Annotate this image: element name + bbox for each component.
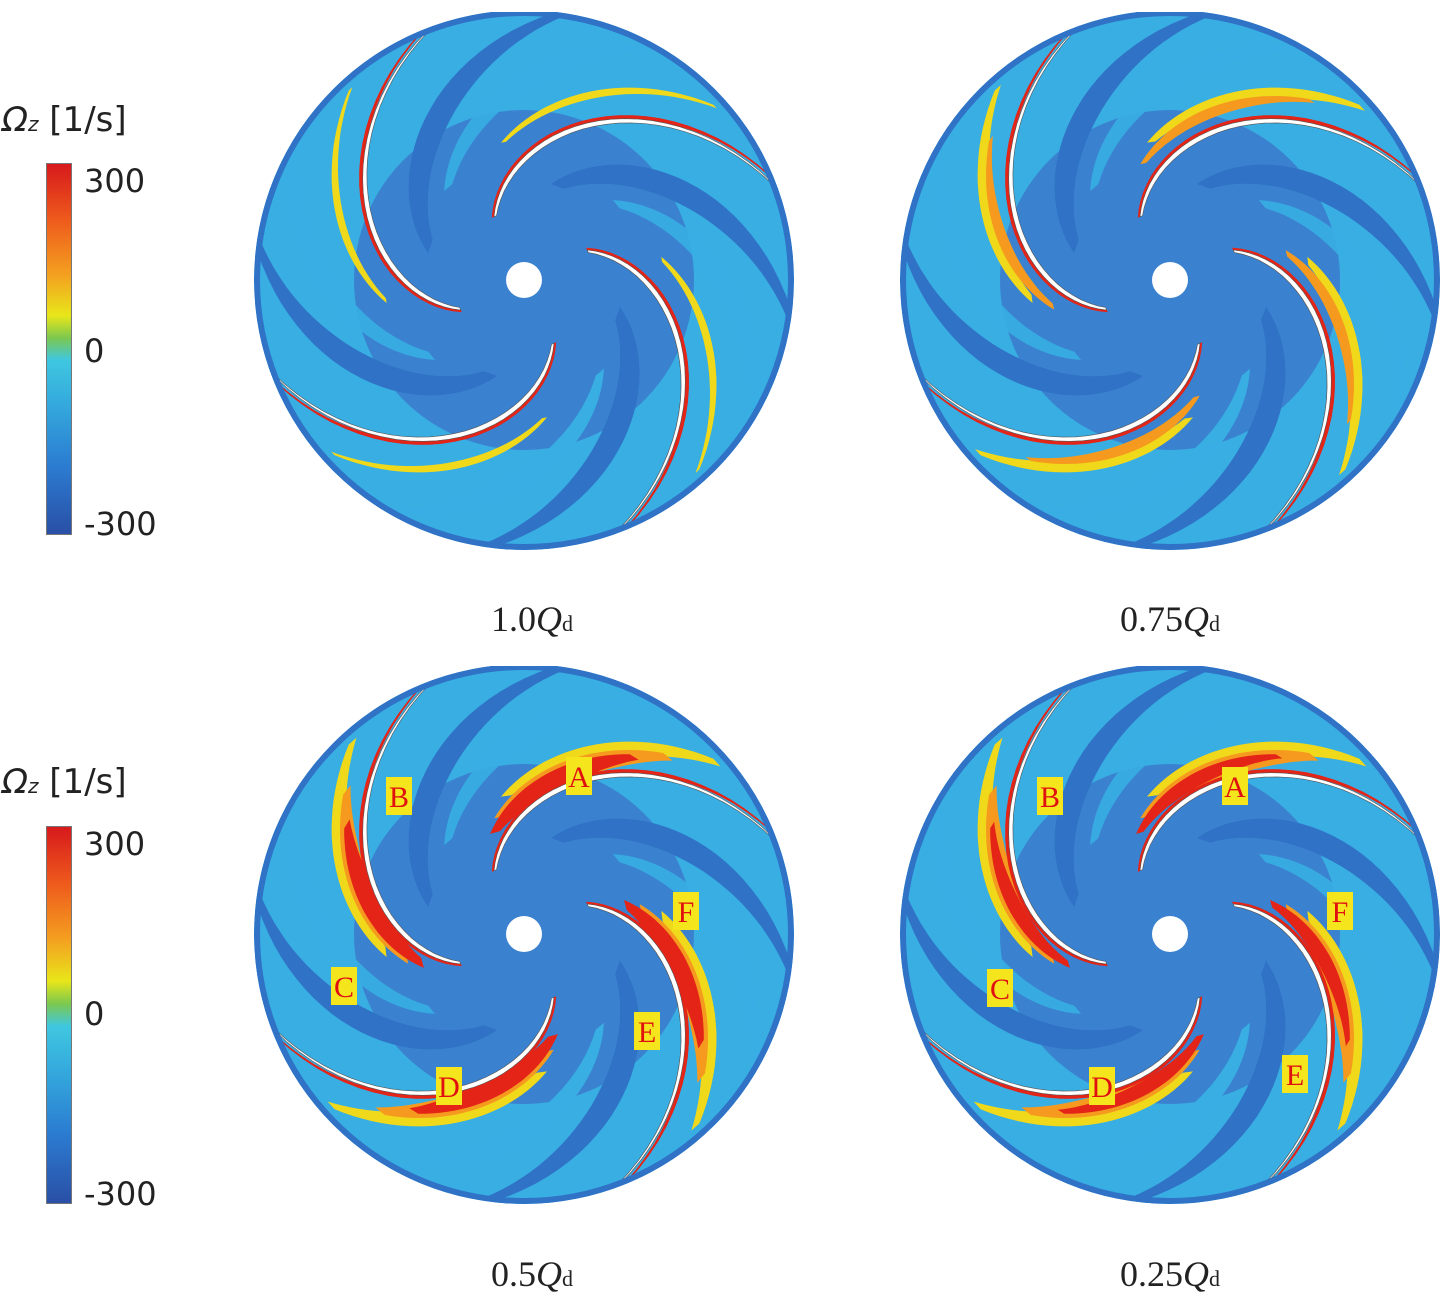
svg-text:F: F <box>1332 896 1349 929</box>
region-label-e: E <box>634 1012 660 1050</box>
dark-vorticity-band <box>481 307 640 547</box>
region-label-f: F <box>1327 892 1353 930</box>
tick-label-zero: 0 <box>84 332 105 370</box>
legend-title: Ωz [1/s] <box>2 762 127 802</box>
high-vorticity-core <box>344 819 424 968</box>
region-label-d: D <box>1089 1067 1115 1105</box>
high-vorticity-core <box>1057 1034 1204 1114</box>
light-vorticity-band <box>934 141 1082 360</box>
tick-label-max: 300 <box>84 825 146 863</box>
light-vorticity-band <box>385 368 604 516</box>
light-vorticity-band <box>1090 698 1309 846</box>
light-vorticity-band <box>1031 1022 1250 1170</box>
region-label-e: E <box>1282 1055 1308 1093</box>
impeller-contour-0-75 <box>900 12 1440 550</box>
region-label-a: A <box>566 757 592 795</box>
svg-text:D: D <box>1091 1071 1113 1104</box>
hub-hole <box>1152 262 1188 298</box>
dark-vorticity-band <box>903 237 1143 396</box>
svg-text:F: F <box>678 896 695 929</box>
caption-1-0: 1.0Qd <box>491 599 573 639</box>
orange-vorticity-streak <box>1140 96 1315 165</box>
legend-title: Ωz [1/s] <box>2 100 127 140</box>
svg-text:C: C <box>990 973 1010 1006</box>
region-label-a: A <box>1222 767 1248 805</box>
region-label-c: C <box>331 967 357 1005</box>
region-label-d: D <box>436 1067 462 1105</box>
caption-0-25: 0.25Qd <box>1120 1254 1220 1294</box>
orange-vorticity-streak <box>1285 250 1354 425</box>
positive-vorticity-streak <box>661 257 717 473</box>
high-vorticity-core <box>490 754 639 834</box>
high-vorticity-core <box>990 821 1070 968</box>
svg-text:B: B <box>389 781 409 814</box>
color-bar <box>46 826 72 1204</box>
svg-text:E: E <box>638 1016 656 1049</box>
dark-vorticity-band <box>1127 961 1286 1201</box>
region-label-f: F <box>673 892 699 930</box>
tick-label-min: -300 <box>84 505 157 543</box>
impeller-contour-0-5: A B C D E F <box>254 666 794 1204</box>
orange-vorticity-streak <box>986 135 1055 310</box>
positive-vorticity-streak <box>331 87 387 303</box>
tick-label-max: 300 <box>84 162 146 200</box>
light-vorticity-band <box>1031 368 1250 516</box>
caption-0-75: 0.75Qd <box>1120 599 1220 639</box>
dark-vorticity-band <box>551 818 791 977</box>
high-vorticity-core <box>1270 900 1350 1047</box>
light-vorticity-band <box>444 698 663 846</box>
svg-text:C: C <box>334 971 354 1004</box>
positive-vorticity-streak <box>331 417 547 473</box>
outer-rim <box>900 12 1440 550</box>
impeller-contour-1-0 <box>254 12 794 550</box>
high-vorticity-core <box>624 900 704 1049</box>
light-vorticity-band <box>1258 200 1406 419</box>
dark-vorticity-band <box>1054 667 1213 907</box>
dark-vorticity-band <box>408 667 567 907</box>
dark-vorticity-band <box>408 13 567 253</box>
dark-vorticity-band <box>481 961 640 1201</box>
light-vorticity-band <box>288 795 436 1014</box>
light-vorticity-band <box>288 141 436 360</box>
high-vorticity-core <box>1136 754 1283 834</box>
light-vorticity-band <box>444 44 663 192</box>
color-bar <box>46 163 72 535</box>
light-vorticity-band <box>612 200 760 419</box>
hub-hole <box>506 262 542 298</box>
svg-text:E: E <box>1286 1059 1304 1092</box>
svg-text:A: A <box>568 761 590 794</box>
region-label-c: C <box>987 969 1013 1007</box>
positive-vorticity-streak <box>501 87 717 143</box>
dark-vorticity-band <box>257 891 497 1050</box>
region-label-b: B <box>1037 777 1063 815</box>
tick-label-min: -300 <box>84 1175 157 1213</box>
dark-vorticity-band <box>1197 818 1437 977</box>
dark-vorticity-band <box>1054 13 1213 253</box>
hub-hole <box>1152 916 1188 952</box>
outer-rim <box>254 666 794 1204</box>
svg-text:D: D <box>438 1071 460 1104</box>
dark-vorticity-band <box>1197 164 1437 323</box>
light-vorticity-band <box>385 1022 604 1170</box>
orange-vorticity-streak <box>1025 395 1200 464</box>
outer-rim <box>254 12 794 550</box>
high-vorticity-core <box>409 1034 558 1114</box>
outer-rim <box>900 666 1440 1204</box>
caption-0-5: 0.5Qd <box>491 1254 573 1294</box>
svg-text:B: B <box>1040 781 1060 814</box>
tick-label-zero: 0 <box>84 995 105 1033</box>
dark-vorticity-band <box>903 891 1143 1050</box>
hub-hole <box>506 916 542 952</box>
dark-vorticity-band <box>257 237 497 396</box>
svg-text:A: A <box>1224 771 1246 804</box>
dark-vorticity-band <box>1127 307 1286 547</box>
impeller-contour-0-25: A B C D E F <box>900 666 1440 1204</box>
region-label-b: B <box>386 777 412 815</box>
light-vorticity-band <box>1090 44 1309 192</box>
dark-vorticity-band <box>551 164 791 323</box>
